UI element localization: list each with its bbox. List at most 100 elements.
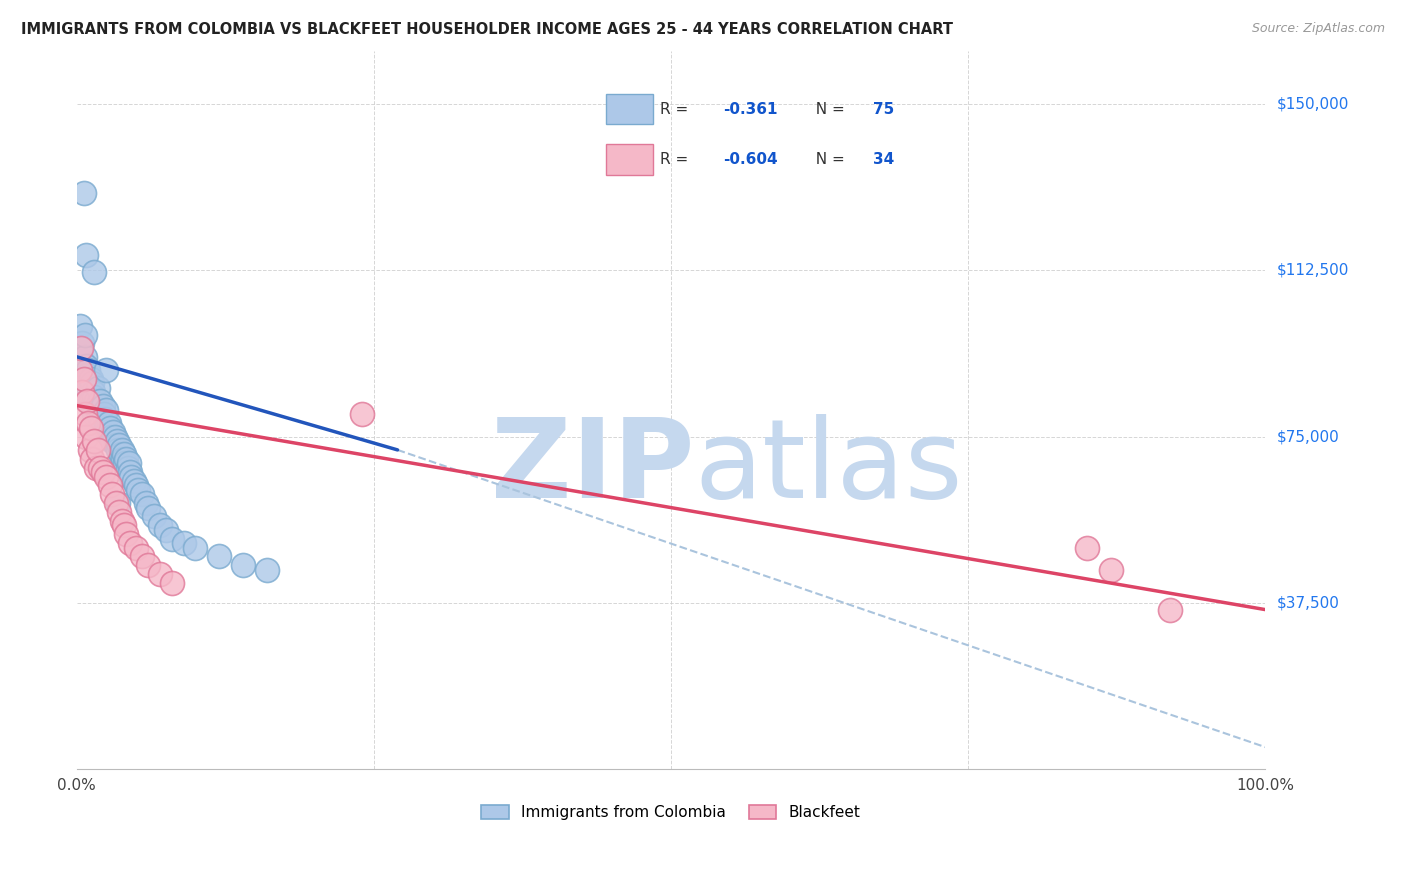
Point <box>80 372 103 386</box>
Point <box>136 558 159 573</box>
Point <box>101 434 124 448</box>
Point <box>98 478 121 492</box>
Point <box>91 399 114 413</box>
Point <box>111 514 134 528</box>
Point <box>350 408 373 422</box>
Point <box>83 434 105 448</box>
Point <box>89 408 111 422</box>
Point <box>118 465 141 479</box>
Point <box>104 438 127 452</box>
Point <box>97 417 120 431</box>
Point <box>72 354 94 368</box>
Point <box>118 456 141 470</box>
Point <box>110 447 132 461</box>
Point <box>87 381 110 395</box>
Point <box>114 456 136 470</box>
Point <box>160 532 183 546</box>
Point <box>125 541 148 555</box>
Legend: Immigrants from Colombia, Blackfeet: Immigrants from Colombia, Blackfeet <box>475 798 866 826</box>
Point <box>83 408 105 422</box>
Point <box>173 536 195 550</box>
Point <box>73 186 96 200</box>
Point <box>111 451 134 466</box>
Point <box>108 505 131 519</box>
Point <box>107 496 129 510</box>
Point <box>80 451 103 466</box>
Point <box>208 549 231 564</box>
Point <box>73 350 96 364</box>
Point <box>67 341 90 355</box>
Point <box>155 523 177 537</box>
Point <box>96 363 118 377</box>
Point <box>96 469 118 483</box>
Point <box>160 576 183 591</box>
Point <box>76 394 98 409</box>
Point <box>72 336 94 351</box>
Point <box>75 429 97 443</box>
Text: $75,000: $75,000 <box>1277 429 1339 444</box>
Point <box>89 394 111 409</box>
Point <box>104 429 127 443</box>
Point <box>115 527 138 541</box>
Point <box>70 372 93 386</box>
Point <box>73 376 96 391</box>
Text: $150,000: $150,000 <box>1277 96 1348 112</box>
Text: IMMIGRANTS FROM COLOMBIA VS BLACKFEET HOUSEHOLDER INCOME AGES 25 - 44 YEARS CORR: IMMIGRANTS FROM COLOMBIA VS BLACKFEET HO… <box>21 22 953 37</box>
Y-axis label: Householder Income Ages 25 - 44 years: Householder Income Ages 25 - 44 years <box>0 257 7 563</box>
Point <box>90 417 112 431</box>
Point <box>89 460 111 475</box>
Point <box>73 327 96 342</box>
Point <box>111 442 134 457</box>
Point <box>80 394 103 409</box>
Text: Source: ZipAtlas.com: Source: ZipAtlas.com <box>1251 22 1385 36</box>
Point <box>79 390 101 404</box>
Text: $37,500: $37,500 <box>1277 596 1340 610</box>
Point <box>1099 563 1122 577</box>
Point <box>82 385 104 400</box>
Point <box>69 318 91 333</box>
Point <box>80 421 103 435</box>
Point <box>77 381 100 395</box>
Point <box>87 442 110 457</box>
Point <box>131 487 153 501</box>
Point <box>1159 602 1181 616</box>
Point <box>127 483 149 497</box>
Point <box>184 541 207 555</box>
Point <box>112 518 135 533</box>
Point <box>80 399 103 413</box>
Point <box>96 425 118 439</box>
Point <box>73 408 96 422</box>
Point <box>94 412 117 426</box>
Point <box>91 465 114 479</box>
Text: ZIP: ZIP <box>491 414 695 521</box>
Point <box>131 549 153 564</box>
Point <box>149 518 172 533</box>
Point <box>87 403 110 417</box>
Point <box>72 385 94 400</box>
Point <box>118 536 141 550</box>
Point <box>84 460 107 475</box>
Point <box>70 341 93 355</box>
Point <box>76 368 98 382</box>
Text: atlas: atlas <box>695 414 963 521</box>
Point <box>77 363 100 377</box>
Point <box>86 399 108 413</box>
Point <box>84 394 107 409</box>
Point <box>96 421 118 435</box>
Point <box>108 438 131 452</box>
Point <box>93 408 115 422</box>
Point <box>100 429 122 443</box>
Point <box>1076 541 1098 555</box>
Point <box>101 487 124 501</box>
Point <box>83 390 105 404</box>
Point <box>75 359 97 373</box>
Point <box>122 474 145 488</box>
Point <box>142 509 165 524</box>
Point <box>73 372 96 386</box>
Point <box>105 434 128 448</box>
Point <box>69 363 91 377</box>
Point <box>107 442 129 457</box>
Point <box>256 563 278 577</box>
Point <box>77 417 100 431</box>
Point <box>83 265 105 279</box>
